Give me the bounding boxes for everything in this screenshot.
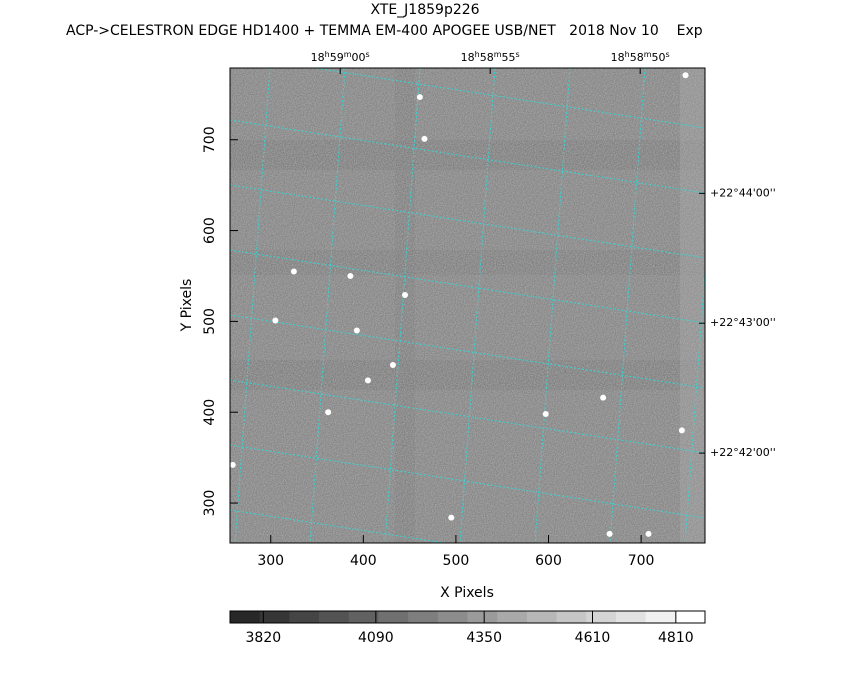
ra-label-part: 58 xyxy=(480,51,494,64)
star xyxy=(272,317,279,324)
x-tick-label: 300 xyxy=(257,553,284,569)
ra-label-part: s xyxy=(366,50,370,59)
colorbar-tick-label: 4810 xyxy=(658,630,694,646)
y-axis-label: Y Pixels xyxy=(179,279,195,333)
colorbar-tick-label: 4610 xyxy=(575,630,611,646)
ra-tick-label: 18h58m50s xyxy=(611,50,670,65)
plot-frame xyxy=(229,67,706,544)
ra-label-part: h xyxy=(325,50,330,59)
x-tick-label: 600 xyxy=(535,553,562,569)
x-tick-label: 400 xyxy=(350,553,377,569)
chart-subtitle: ACP->CELESTRON EDGE HD1400 + TEMMA EM-40… xyxy=(66,23,703,39)
colorbar-step xyxy=(556,611,587,623)
y-tick-label: 700 xyxy=(202,126,218,153)
ra-label-part: 18 xyxy=(311,51,325,64)
colorbar-step xyxy=(259,611,290,623)
star xyxy=(448,514,455,521)
colorbar-step xyxy=(348,611,379,623)
star xyxy=(364,377,371,384)
star xyxy=(347,272,354,279)
star xyxy=(645,530,652,537)
dec-tick-label: +22°42'00'' xyxy=(710,446,776,459)
colorbar-step xyxy=(319,611,350,623)
ra-label-part: 50 xyxy=(652,51,666,64)
star xyxy=(389,361,396,368)
ra-label-part: m xyxy=(644,50,652,59)
colorbar-step xyxy=(437,611,468,623)
star xyxy=(682,72,689,79)
colorbar-step xyxy=(675,611,706,623)
ra-label-part: 58 xyxy=(630,51,644,64)
colorbar-step xyxy=(408,611,439,623)
star xyxy=(678,427,685,434)
star xyxy=(353,327,360,334)
dec-tick-label: +22°44'00'' xyxy=(710,186,776,199)
colorbar-frame xyxy=(229,610,706,624)
colorbar-tick-label: 3820 xyxy=(246,630,282,646)
ra-label-part: s xyxy=(666,50,670,59)
ra-tick-label: 18h58m55s xyxy=(461,50,520,65)
colorbar-tick-label: 4090 xyxy=(358,630,394,646)
colorbar-step xyxy=(586,611,617,623)
ra-label-part: s xyxy=(516,50,520,59)
x-tick-label: 700 xyxy=(628,553,655,569)
colorbar-step xyxy=(289,611,320,623)
ra-label-part: 18 xyxy=(461,51,475,64)
star xyxy=(290,268,297,275)
dec-tick-label: +22°43'00'' xyxy=(710,316,776,329)
star xyxy=(421,135,428,142)
ra-tick-label: 18h59m00s xyxy=(311,50,370,65)
y-tick-label: 400 xyxy=(202,399,218,426)
star xyxy=(230,461,236,468)
ra-label-part: h xyxy=(625,50,630,59)
star xyxy=(416,94,423,101)
x-tick-label: 500 xyxy=(443,553,470,569)
chart-title: XTE_J1859p226 xyxy=(370,2,479,18)
colorbar-step xyxy=(230,611,261,623)
ra-label-part: 55 xyxy=(502,51,516,64)
y-tick-label: 600 xyxy=(202,217,218,244)
colorbar-step xyxy=(497,611,528,623)
colorbar-step xyxy=(645,611,676,623)
image-structure xyxy=(230,68,705,543)
ra-label-part: 18 xyxy=(611,51,625,64)
colorbar xyxy=(230,611,706,623)
star xyxy=(600,394,607,401)
ra-label-part: m xyxy=(344,50,352,59)
ra-label-part: h xyxy=(475,50,480,59)
star xyxy=(325,409,332,416)
colorbar-step xyxy=(526,611,558,623)
colorbar-step xyxy=(467,611,498,623)
colorbar-step xyxy=(615,611,647,623)
star xyxy=(542,411,549,418)
ra-label-part: m xyxy=(494,50,502,59)
y-tick-label: 500 xyxy=(202,308,218,335)
y-tick-label: 300 xyxy=(202,490,218,517)
x-axis-label: X Pixels xyxy=(440,585,494,601)
star xyxy=(606,530,613,537)
ra-label-part: 59 xyxy=(330,51,344,64)
ra-label-part: 00 xyxy=(352,51,366,64)
colorbar-step xyxy=(378,611,409,623)
star xyxy=(402,292,408,299)
colorbar-tick-label: 4350 xyxy=(466,630,502,646)
